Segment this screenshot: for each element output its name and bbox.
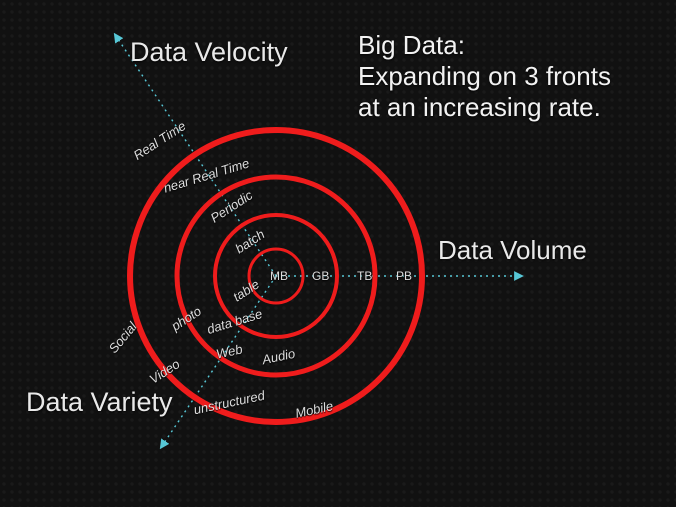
axis-label-volume: Data Volume [438, 236, 587, 265]
axis-label-velocity: Data Velocity [130, 38, 288, 68]
volume-tick-3: PB [396, 269, 412, 283]
axis-label-variety: Data Variety [26, 388, 173, 418]
page-title: Big Data: Expanding on 3 fronts at an in… [358, 30, 611, 123]
volume-tick-1: GB [312, 269, 329, 283]
volume-tick-2: TB [357, 269, 372, 283]
volume-tick-0: MB [270, 269, 288, 283]
